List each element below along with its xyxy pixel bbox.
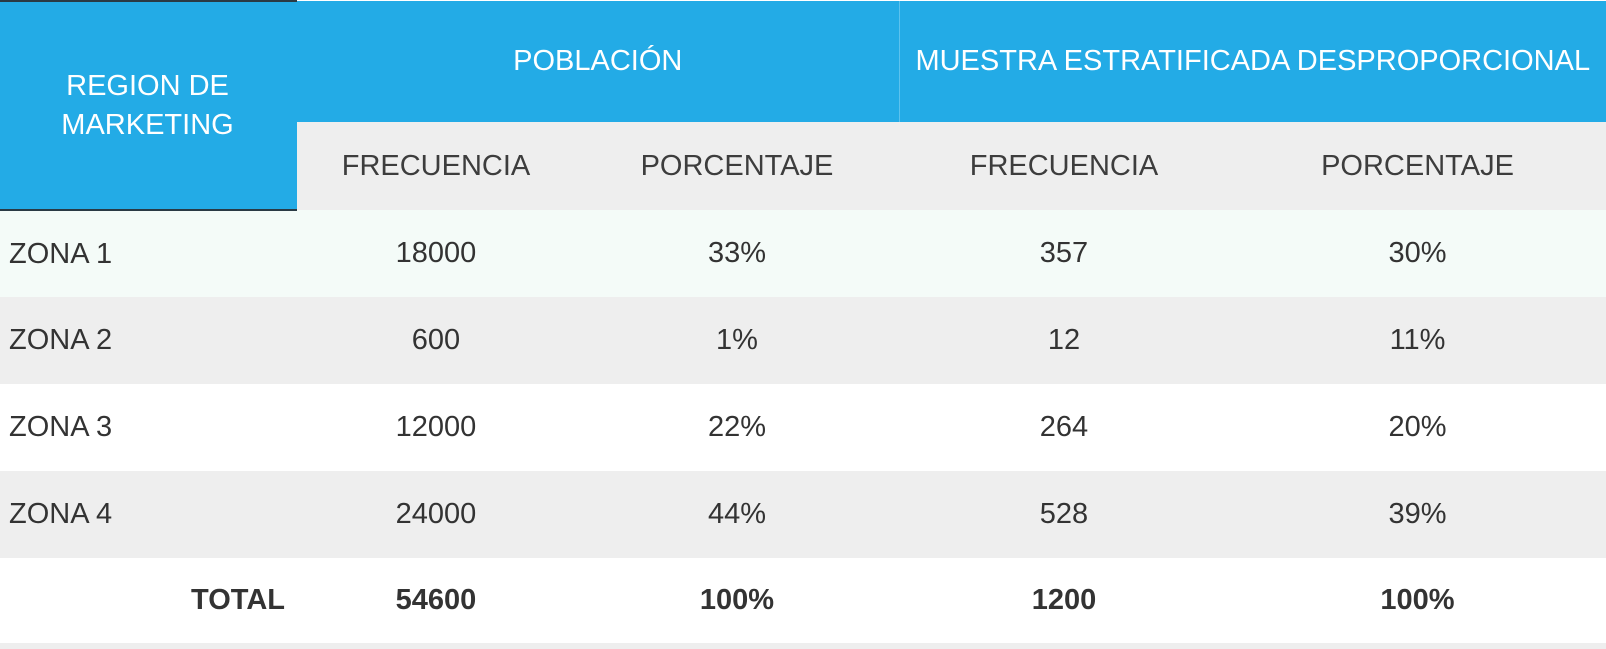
zona-label: ZONA 2: [0, 297, 297, 384]
muestra-frecuencia-cell: 357: [899, 210, 1229, 297]
muestra-frecuencia-cell: 264: [899, 384, 1229, 471]
table-row: ZONA 2 600 1% 12 11%: [0, 297, 1606, 384]
table-row: ZONA 1 18000 33% 357 30%: [0, 210, 1606, 297]
muestra-header: MUESTRA ESTRATIFICADA DESPROPORCIONAL: [899, 1, 1606, 122]
total-poblacion-porcentaje: 100%: [575, 558, 899, 649]
poblacion-frecuencia-cell: 24000: [297, 471, 575, 558]
poblacion-frecuencia-cell: 18000: [297, 210, 575, 297]
poblacion-porcentaje-cell: 33%: [575, 210, 899, 297]
muestra-frecuencia-header: FRECUENCIA: [899, 122, 1229, 210]
muestra-frecuencia-cell: 12: [899, 297, 1229, 384]
poblacion-header: POBLACIÓN: [297, 1, 900, 122]
muestra-porcentaje-cell: 20%: [1229, 384, 1606, 471]
total-label: TOTAL: [0, 558, 297, 649]
poblacion-frecuencia-cell: 600: [297, 297, 575, 384]
total-poblacion-frecuencia: 54600: [297, 558, 575, 649]
table-row: ZONA 3 12000 22% 264 20%: [0, 384, 1606, 471]
muestra-porcentaje-cell: 39%: [1229, 471, 1606, 558]
total-muestra-porcentaje: 100%: [1229, 558, 1606, 649]
poblacion-porcentaje-cell: 1%: [575, 297, 899, 384]
muestra-porcentaje-header: PORCENTAJE: [1229, 122, 1606, 210]
poblacion-porcentaje-cell: 44%: [575, 471, 899, 558]
total-muestra-frecuencia: 1200: [899, 558, 1229, 649]
muestra-frecuencia-cell: 528: [899, 471, 1229, 558]
total-row: TOTAL 54600 100% 1200 100%: [0, 558, 1606, 649]
zona-label: ZONA 4: [0, 471, 297, 558]
region-header: REGION DE MARKETING: [0, 0, 297, 211]
poblacion-frecuencia-cell: 12000: [297, 384, 575, 471]
muestra-porcentaje-cell: 30%: [1229, 210, 1606, 297]
poblacion-porcentaje-header: PORCENTAJE: [575, 122, 899, 210]
zona-label: ZONA 1: [0, 210, 297, 297]
poblacion-porcentaje-cell: 22%: [575, 384, 899, 471]
muestra-porcentaje-cell: 11%: [1229, 297, 1606, 384]
zona-label: ZONA 3: [0, 384, 297, 471]
poblacion-frecuencia-header: FRECUENCIA: [297, 122, 575, 210]
table-row: ZONA 4 24000 44% 528 39%: [0, 471, 1606, 558]
